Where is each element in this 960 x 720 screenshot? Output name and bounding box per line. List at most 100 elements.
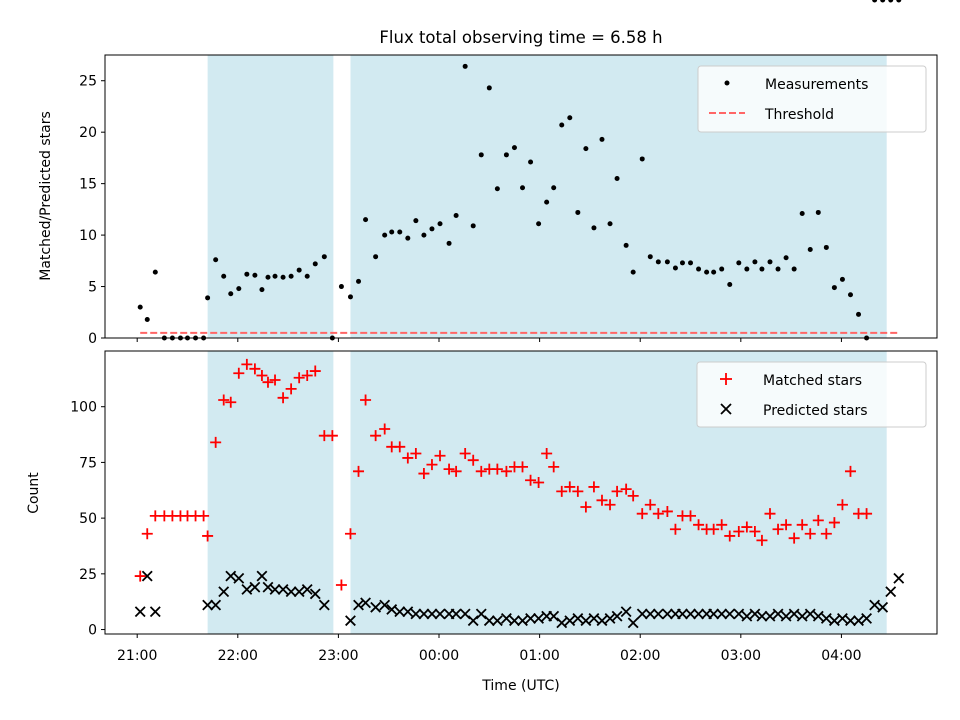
- matched-star-point: [309, 365, 321, 377]
- observing-window-band: [207, 55, 334, 338]
- measurement-point: [744, 266, 750, 272]
- matched-star-point: [210, 436, 222, 448]
- x-tick-label: 23:00: [318, 648, 358, 664]
- predicted-star-point: [812, 610, 824, 622]
- y-tick-label: 0: [88, 623, 97, 639]
- measurement-point: [639, 156, 645, 162]
- predicted-star-point: [269, 583, 281, 595]
- measurement-point: [775, 266, 781, 272]
- measurement-point: [338, 284, 344, 290]
- matched-star-point: [804, 528, 816, 540]
- predicted-star-point: [724, 608, 736, 620]
- measurement-point: [759, 266, 765, 272]
- predicted-star-point: [249, 581, 261, 593]
- matched-star-point: [780, 519, 792, 531]
- predicted-star-point: [869, 599, 881, 611]
- measurement-point: [831, 285, 837, 291]
- measurement-point: [304, 273, 310, 279]
- predicted-star-point: [820, 612, 832, 624]
- measurement-point: [213, 257, 219, 263]
- matched-star-point: [285, 383, 297, 395]
- matched-star-point: [820, 528, 832, 540]
- measurement-point: [591, 225, 597, 231]
- measurement-point: [397, 229, 403, 235]
- top-legend: Measurements Threshold: [697, 65, 927, 133]
- predicted-star-point: [345, 615, 356, 627]
- predicted-star-point: [141, 570, 153, 582]
- measurement-point: [356, 278, 362, 284]
- predicted-star-point: [202, 599, 214, 611]
- predicted-star-point: [225, 570, 237, 582]
- matched-star-point: [443, 463, 455, 475]
- x-tick-label: 02:00: [620, 648, 660, 664]
- matched-star-point: [708, 523, 720, 535]
- measurement-point: [888, 0, 894, 3]
- matched-star-point: [652, 508, 664, 520]
- predicted-star-point: [620, 606, 632, 618]
- predicted-star-point: [611, 610, 623, 622]
- measurement-point: [321, 254, 327, 260]
- legend-matched-label: Matched stars: [763, 373, 862, 389]
- predicted-star-point: [467, 615, 479, 627]
- matched-star-point: [459, 448, 471, 460]
- predicted-star-point: [877, 601, 889, 613]
- matched-star-point: [669, 523, 681, 535]
- y-tick-label: 15: [79, 177, 97, 193]
- matched-star-point: [394, 441, 406, 453]
- predicted-star-point: [134, 606, 146, 618]
- predicted-star-point: [749, 608, 761, 620]
- matched-star-point: [475, 465, 487, 477]
- measurement-point: [312, 261, 318, 267]
- measurement-point: [799, 210, 805, 216]
- predicted-star-point: [644, 608, 656, 620]
- measurement-point: [144, 316, 150, 322]
- predicted-star-point: [636, 608, 648, 620]
- matched-star-point: [733, 525, 745, 537]
- predicted-star-point: [483, 615, 495, 627]
- matched-star-point: [517, 461, 529, 473]
- predicted-star-point: [450, 608, 462, 620]
- measurement-point: [551, 185, 557, 191]
- predicted-star-point: [256, 570, 268, 582]
- predicted-star-point: [459, 608, 471, 620]
- predicted-star-point: [788, 608, 800, 620]
- matched-star-point: [434, 450, 446, 462]
- matched-star-point: [335, 579, 347, 591]
- measurement-point: [567, 115, 573, 121]
- measurement-point: [655, 259, 661, 265]
- matched-star-point: [564, 481, 576, 493]
- matched-star-point: [450, 465, 462, 477]
- predicted-star-point: [262, 581, 274, 593]
- matched-star-point: [467, 454, 479, 466]
- measurement-point: [152, 269, 158, 275]
- measurement-point: [280, 274, 286, 280]
- predicted-star-point: [733, 608, 745, 620]
- x-tick-label: 21:00: [117, 648, 157, 664]
- matched-star-point: [620, 483, 632, 495]
- top-axes-frame: [104, 54, 938, 339]
- matched-star-point: [693, 519, 705, 531]
- matched-star-point: [269, 374, 281, 386]
- matched-star-point: [812, 514, 824, 526]
- predicted-star-point: [572, 612, 584, 624]
- predicted-star-point: [861, 612, 873, 624]
- measurement-point: [363, 217, 369, 223]
- predicted-star-point: [693, 608, 705, 620]
- measurement-point: [405, 235, 411, 241]
- matched-star-point: [604, 499, 616, 511]
- predicted-star-point: [804, 608, 816, 620]
- matched-star-point: [198, 510, 210, 522]
- measurement-point: [265, 274, 271, 280]
- measurement-point: [704, 269, 710, 275]
- matched-star-point: [836, 499, 848, 511]
- matched-star-point: [379, 423, 391, 435]
- x-tick-label: 01:00: [519, 648, 559, 664]
- x-tick-label: 04:00: [821, 648, 861, 664]
- top-ylabel: Matched/Predicted stars: [38, 111, 54, 281]
- predicted-star-point: [893, 572, 905, 584]
- matched-star-point: [218, 394, 230, 406]
- measurement-point: [575, 209, 581, 215]
- predicted-star-point: [596, 615, 608, 627]
- matched-star-point: [410, 448, 422, 460]
- matched-star-point: [580, 501, 592, 513]
